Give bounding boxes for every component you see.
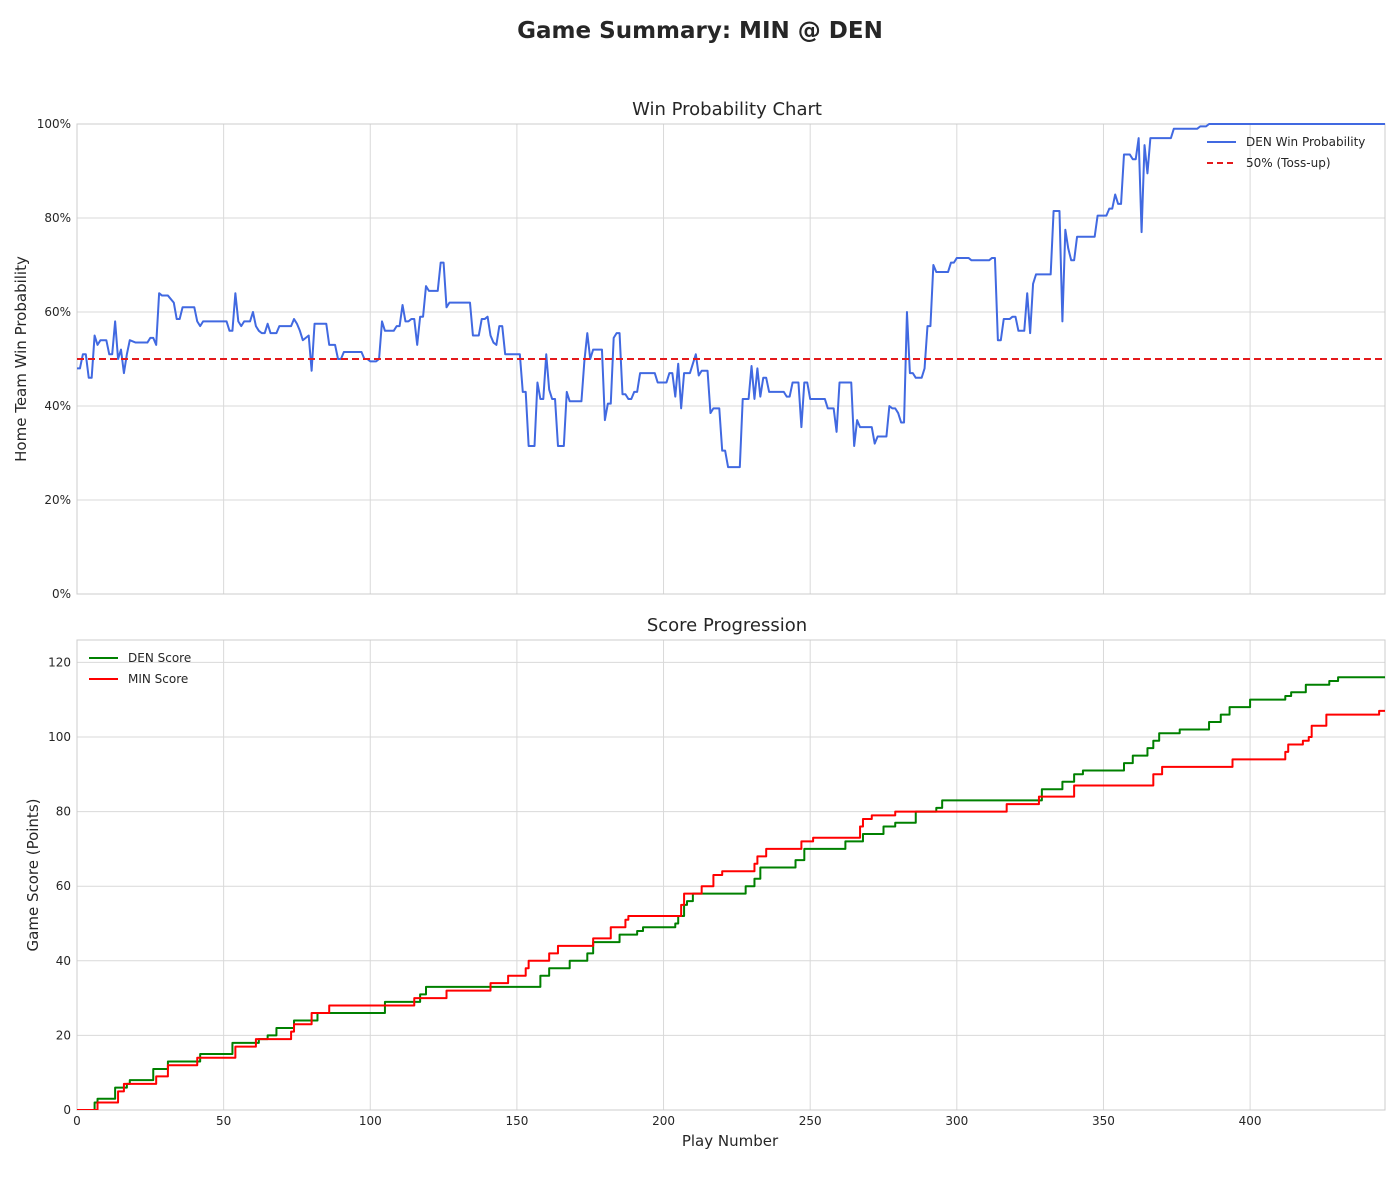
y-tick-label: 60% — [44, 305, 71, 319]
y-tick-label: 80 — [56, 805, 71, 819]
panel-1: 0% 20% 40% 60% 80% 100% Win Probability Chart H… — [12, 99, 1386, 601]
y-axis-label: Home Team Win Probability — [12, 256, 30, 462]
legend: DEN Win Probability 50% (Toss-up) — [1207, 135, 1365, 170]
plot-frame — [76, 639, 1386, 1111]
x-tick-label: 0 — [73, 1114, 81, 1128]
x-axis-label: Play Number — [682, 1132, 779, 1150]
legend-label: 50% (Toss-up) — [1246, 156, 1331, 170]
x-tick-label: 200 — [652, 1114, 675, 1128]
series-line-den-win-probability — [77, 123, 1385, 469]
y-tick-label: 20% — [44, 493, 71, 507]
legend-label: DEN Score — [128, 651, 191, 665]
series-line-min-score — [77, 709, 1385, 1110]
y-tick-label: 0% — [52, 587, 71, 601]
x-tick-label: 300 — [945, 1114, 968, 1128]
y-tick-label: 0 — [63, 1103, 71, 1117]
y-tick-label: 20 — [56, 1028, 71, 1042]
x-tick-label: 400 — [1239, 1114, 1262, 1128]
y-tick-label: 120 — [48, 655, 71, 669]
x-tick-label: 100 — [359, 1114, 382, 1128]
x-tick-label: 50 — [216, 1114, 231, 1128]
y-tick-label: 40 — [56, 954, 71, 968]
x-tick-label: 150 — [505, 1114, 528, 1128]
x-tick-label: 250 — [799, 1114, 822, 1128]
panel-2: 0 20 40 60 80 100 120 0 50 100 150 200 250 300 350 400 S… — [24, 615, 1386, 1150]
legend-label: DEN Win Probability — [1246, 135, 1365, 149]
legend-label: MIN Score — [128, 672, 188, 686]
y-axis-label: Game Score (Points) — [24, 799, 42, 952]
figure-title: Game Summary: MIN @ DEN — [517, 18, 883, 44]
y-tick-label: 40% — [44, 399, 71, 413]
x-tick-label: 350 — [1092, 1114, 1115, 1128]
chart-title: Win Probability Chart — [632, 99, 822, 120]
y-tick-label: 100 — [48, 730, 71, 744]
y-tick-label: 60 — [56, 879, 71, 893]
series-line-den-score — [77, 676, 1385, 1110]
y-tick-label: 80% — [44, 211, 71, 225]
y-tick-label: 100% — [37, 117, 71, 131]
legend: DEN Score MIN Score — [89, 651, 191, 686]
chart-title: Score Progression — [647, 615, 807, 636]
